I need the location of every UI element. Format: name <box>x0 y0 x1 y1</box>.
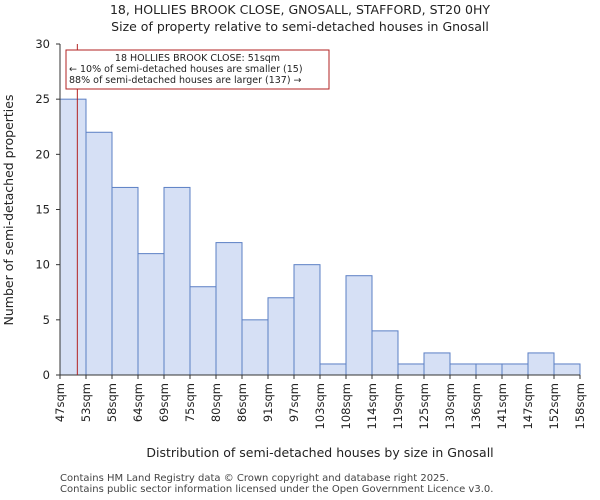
x-tick-label: 114sqm <box>365 383 379 429</box>
x-tick-label: 97sqm <box>287 383 301 422</box>
y-tick-label: 20 <box>35 147 50 161</box>
x-tick-label: 147sqm <box>521 383 535 429</box>
x-tick-label: 80sqm <box>209 383 223 422</box>
x-tick-label: 158sqm <box>573 383 587 429</box>
bar-75sqm <box>189 286 217 376</box>
bar-86sqm <box>241 319 269 376</box>
x-tick-label: 64sqm <box>131 383 145 422</box>
x-tick-label: 108sqm <box>339 383 353 429</box>
x-tick-label: 136sqm <box>469 383 483 429</box>
y-tick-label: 0 <box>43 368 50 382</box>
annotation-border <box>65 49 330 90</box>
chart-subtitle: Size of property relative to semi-detach… <box>111 19 489 34</box>
bar-80sqm <box>215 242 243 376</box>
bar-152sqm <box>553 363 581 376</box>
x-tick-label: 125sqm <box>417 383 431 429</box>
x-tick-label: 75sqm <box>183 383 197 422</box>
annotation-line-1: 18 HOLLIES BROOK CLOSE: 51sqm <box>115 53 280 64</box>
bar-103sqm <box>319 363 347 376</box>
x-ticks-group: 47sqm 53sqm 58sqm 64sqm 69sqm 75sqm 80sqm 86sqm… <box>53 375 587 429</box>
annotation-box: 18 HOLLIES BROOK CLOSE: 51sqm ← 10% of s… <box>65 49 330 90</box>
footer-licence: Contains public sector information licen… <box>60 484 494 495</box>
x-tick-label: 58sqm <box>105 383 119 422</box>
x-tick-label: 130sqm <box>443 383 457 429</box>
bar-108sqm <box>345 275 373 376</box>
footer-copyright: Contains HM Land Registry data © Crown c… <box>60 473 449 484</box>
y-tick-label: 30 <box>35 37 50 51</box>
x-tick-label: 103sqm <box>313 383 327 429</box>
bar-69sqm <box>163 186 191 376</box>
bar-58sqm <box>111 186 139 376</box>
bar-125sqm <box>423 352 451 376</box>
y-tick-label: 5 <box>43 313 50 327</box>
bar-130sqm <box>449 363 477 376</box>
y-axis-label: Number of semi-detached properties <box>1 95 16 326</box>
annotation-line-3: 88% of semi-detached houses are larger (… <box>69 75 302 86</box>
y-tick-label: 15 <box>35 203 50 217</box>
annotation-line-2: ← 10% of semi-detached houses are smalle… <box>69 64 303 75</box>
chart-title: 18, HOLLIES BROOK CLOSE, GNOSALL, STAFFO… <box>110 2 490 17</box>
bar-147sqm <box>527 352 555 376</box>
x-tick-label: 86sqm <box>235 383 249 422</box>
x-axis-label: Distribution of semi-detached houses by … <box>146 445 493 460</box>
x-tick-label: 91sqm <box>261 383 275 422</box>
x-tick-label: 152sqm <box>547 383 561 429</box>
histogram-chart: 18, HOLLIES BROOK CLOSE, GNOSALL, STAFFO… <box>1 2 587 460</box>
bars-group <box>59 98 581 376</box>
x-tick-label: 119sqm <box>391 383 405 429</box>
bar-64sqm <box>137 253 165 376</box>
x-tick-label: 141sqm <box>495 383 509 429</box>
y-tick-label: 10 <box>35 258 50 272</box>
bar-47sqm <box>59 98 87 376</box>
bar-97sqm <box>293 264 321 376</box>
bar-119sqm <box>397 363 425 376</box>
bar-141sqm <box>501 363 529 376</box>
bar-136sqm <box>475 363 503 376</box>
y-ticks-group: 0 5 10 15 20 25 30 <box>35 37 60 382</box>
bar-91sqm <box>267 297 295 376</box>
x-tick-label: 53sqm <box>79 383 93 422</box>
y-tick-label: 25 <box>35 92 50 106</box>
bar-114sqm <box>371 330 399 376</box>
x-tick-label: 69sqm <box>157 383 171 422</box>
x-tick-label: 47sqm <box>53 383 67 422</box>
bar-53sqm <box>85 131 113 376</box>
